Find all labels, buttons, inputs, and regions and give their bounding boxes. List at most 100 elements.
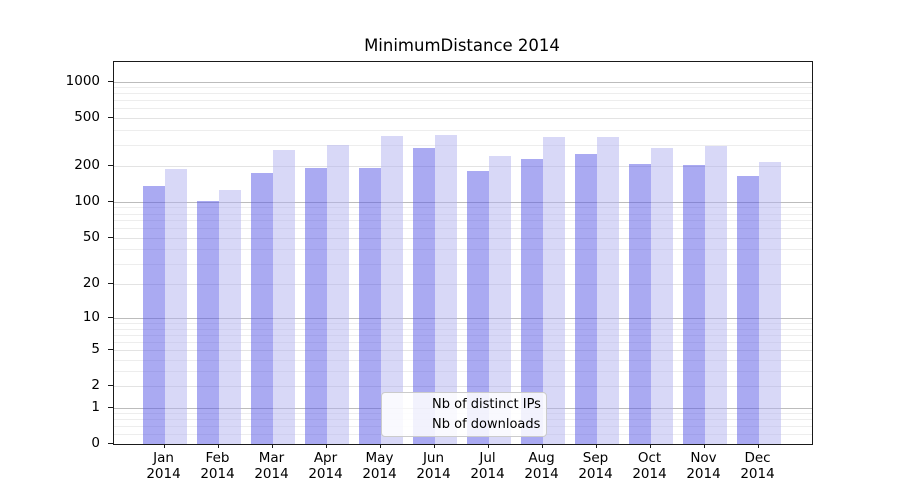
bar-distinct-ips xyxy=(142,185,165,444)
x-tick-label: Sep 2014 xyxy=(566,450,626,482)
y-tick-label: 0 xyxy=(91,435,100,451)
y-tick-label: 5 xyxy=(91,341,100,357)
x-tick-month: Dec xyxy=(744,450,771,466)
x-tick-month: Aug xyxy=(528,450,555,466)
x-tick-mark xyxy=(757,444,759,448)
y-tick-label: 50 xyxy=(82,228,100,245)
x-tick-month: Sep xyxy=(582,450,609,466)
y-tick-label: 200 xyxy=(74,156,100,173)
legend-entry-downloads: Nb of downloads xyxy=(392,417,546,432)
y-tick-mark xyxy=(108,406,113,408)
x-tick-mark xyxy=(217,444,219,448)
y-tick-label: 10 xyxy=(82,309,100,326)
bar-distinct-ips xyxy=(736,175,759,444)
x-tick-year: 2014 xyxy=(362,466,397,482)
gridline xyxy=(114,129,812,131)
y-tick-mark xyxy=(108,349,113,350)
gridline xyxy=(114,220,812,222)
gridline xyxy=(114,386,812,388)
gridline xyxy=(114,144,812,146)
gridline xyxy=(114,328,812,330)
y-tick-mark xyxy=(108,443,113,444)
x-tick-year: 2014 xyxy=(308,466,343,482)
bar-distinct-ips xyxy=(358,167,381,444)
gridline xyxy=(114,371,812,373)
gridline xyxy=(114,249,812,251)
gridline xyxy=(114,87,812,89)
x-tick-label: Jun 2014 xyxy=(404,450,464,482)
legend-label-distinct-ips: Nb of distinct IPs xyxy=(432,397,541,412)
gridline xyxy=(114,318,812,320)
x-tick-month: Jul xyxy=(479,450,496,466)
x-tick-mark xyxy=(433,444,435,448)
legend: Nb of distinct IPs Nb of downloads xyxy=(381,392,547,437)
x-tick-month: Jun xyxy=(422,450,445,466)
gridline xyxy=(114,213,812,215)
bar-downloads xyxy=(596,137,619,444)
bar-downloads xyxy=(650,147,673,444)
bar-downloads xyxy=(218,189,241,444)
y-tick-mark xyxy=(108,283,113,285)
plot-area: Nb of distinct IPs Nb of downloads xyxy=(113,61,813,445)
y-tick-mark xyxy=(108,200,113,202)
x-tick-year: 2014 xyxy=(146,466,181,482)
x-tick-mark xyxy=(325,444,327,448)
y-tick-mark xyxy=(108,385,113,387)
bar-distinct-ips xyxy=(682,164,705,444)
x-tick-mark xyxy=(703,444,705,448)
x-tick-mark xyxy=(595,444,597,448)
x-tick-label: Mar 2014 xyxy=(242,450,302,482)
bar-distinct-ips xyxy=(304,167,327,444)
gridline xyxy=(114,81,812,83)
x-tick-label: Nov 2014 xyxy=(674,450,734,482)
x-tick-year: 2014 xyxy=(632,466,667,482)
gridline xyxy=(114,100,812,102)
x-tick-month: Jan xyxy=(153,450,174,466)
gridline xyxy=(114,228,812,230)
bar-downloads xyxy=(164,168,187,444)
x-tick-month: Mar xyxy=(258,450,285,466)
y-tick-label: 2 xyxy=(91,377,100,394)
bar-distinct-ips xyxy=(520,159,543,444)
x-tick-label: Jul 2014 xyxy=(458,450,518,482)
gridline xyxy=(114,323,812,325)
x-tick-label: Apr 2014 xyxy=(296,450,356,482)
bar-downloads xyxy=(272,150,295,444)
y-tick-mark xyxy=(108,164,113,166)
bar-distinct-ips xyxy=(412,148,435,444)
legend-swatch-downloads xyxy=(392,418,423,431)
legend-label-downloads: Nb of downloads xyxy=(432,417,541,432)
bar-downloads xyxy=(326,144,349,444)
x-tick-mark xyxy=(541,444,543,448)
gridline xyxy=(114,117,812,119)
x-tick-mark xyxy=(487,444,489,448)
y-axis-tick-labels: 0 1 2 5 10 20 50 100 200 500 1000 xyxy=(0,61,100,452)
y-tick-label: 20 xyxy=(82,275,100,292)
bar-distinct-ips xyxy=(628,163,651,444)
x-tick-year: 2014 xyxy=(254,466,289,482)
x-tick-month: Apr xyxy=(313,450,338,466)
y-tick-label: 100 xyxy=(74,192,100,209)
bar-distinct-ips xyxy=(250,173,273,444)
x-tick-year: 2014 xyxy=(470,466,505,482)
gridline xyxy=(114,359,812,361)
bar-downloads xyxy=(542,136,565,444)
x-axis-tick-labels: Jan 2014 Feb 2014 Mar 2014 Apr 2014 May 2014 Jun 20… xyxy=(113,450,811,490)
x-tick-month: Nov xyxy=(690,450,717,466)
x-tick-label: Dec 2014 xyxy=(728,450,788,482)
y-tick-mark xyxy=(108,80,113,82)
x-tick-label: Oct 2014 xyxy=(620,450,680,482)
x-tick-year: 2014 xyxy=(740,466,775,482)
x-tick-label: Feb 2014 xyxy=(188,450,248,482)
x-tick-mark xyxy=(163,444,165,448)
x-tick-label: Aug 2014 xyxy=(512,450,572,482)
y-tick-mark xyxy=(108,236,113,238)
y-tick-label: 1 xyxy=(91,398,100,415)
bar-downloads xyxy=(488,156,511,444)
bar-downloads xyxy=(434,135,457,444)
y-tick-label: 1000 xyxy=(65,72,100,89)
x-tick-month: Oct xyxy=(637,450,662,466)
gridline xyxy=(114,350,812,351)
y-tick-mark xyxy=(108,317,113,319)
bar-distinct-ips xyxy=(574,154,597,444)
